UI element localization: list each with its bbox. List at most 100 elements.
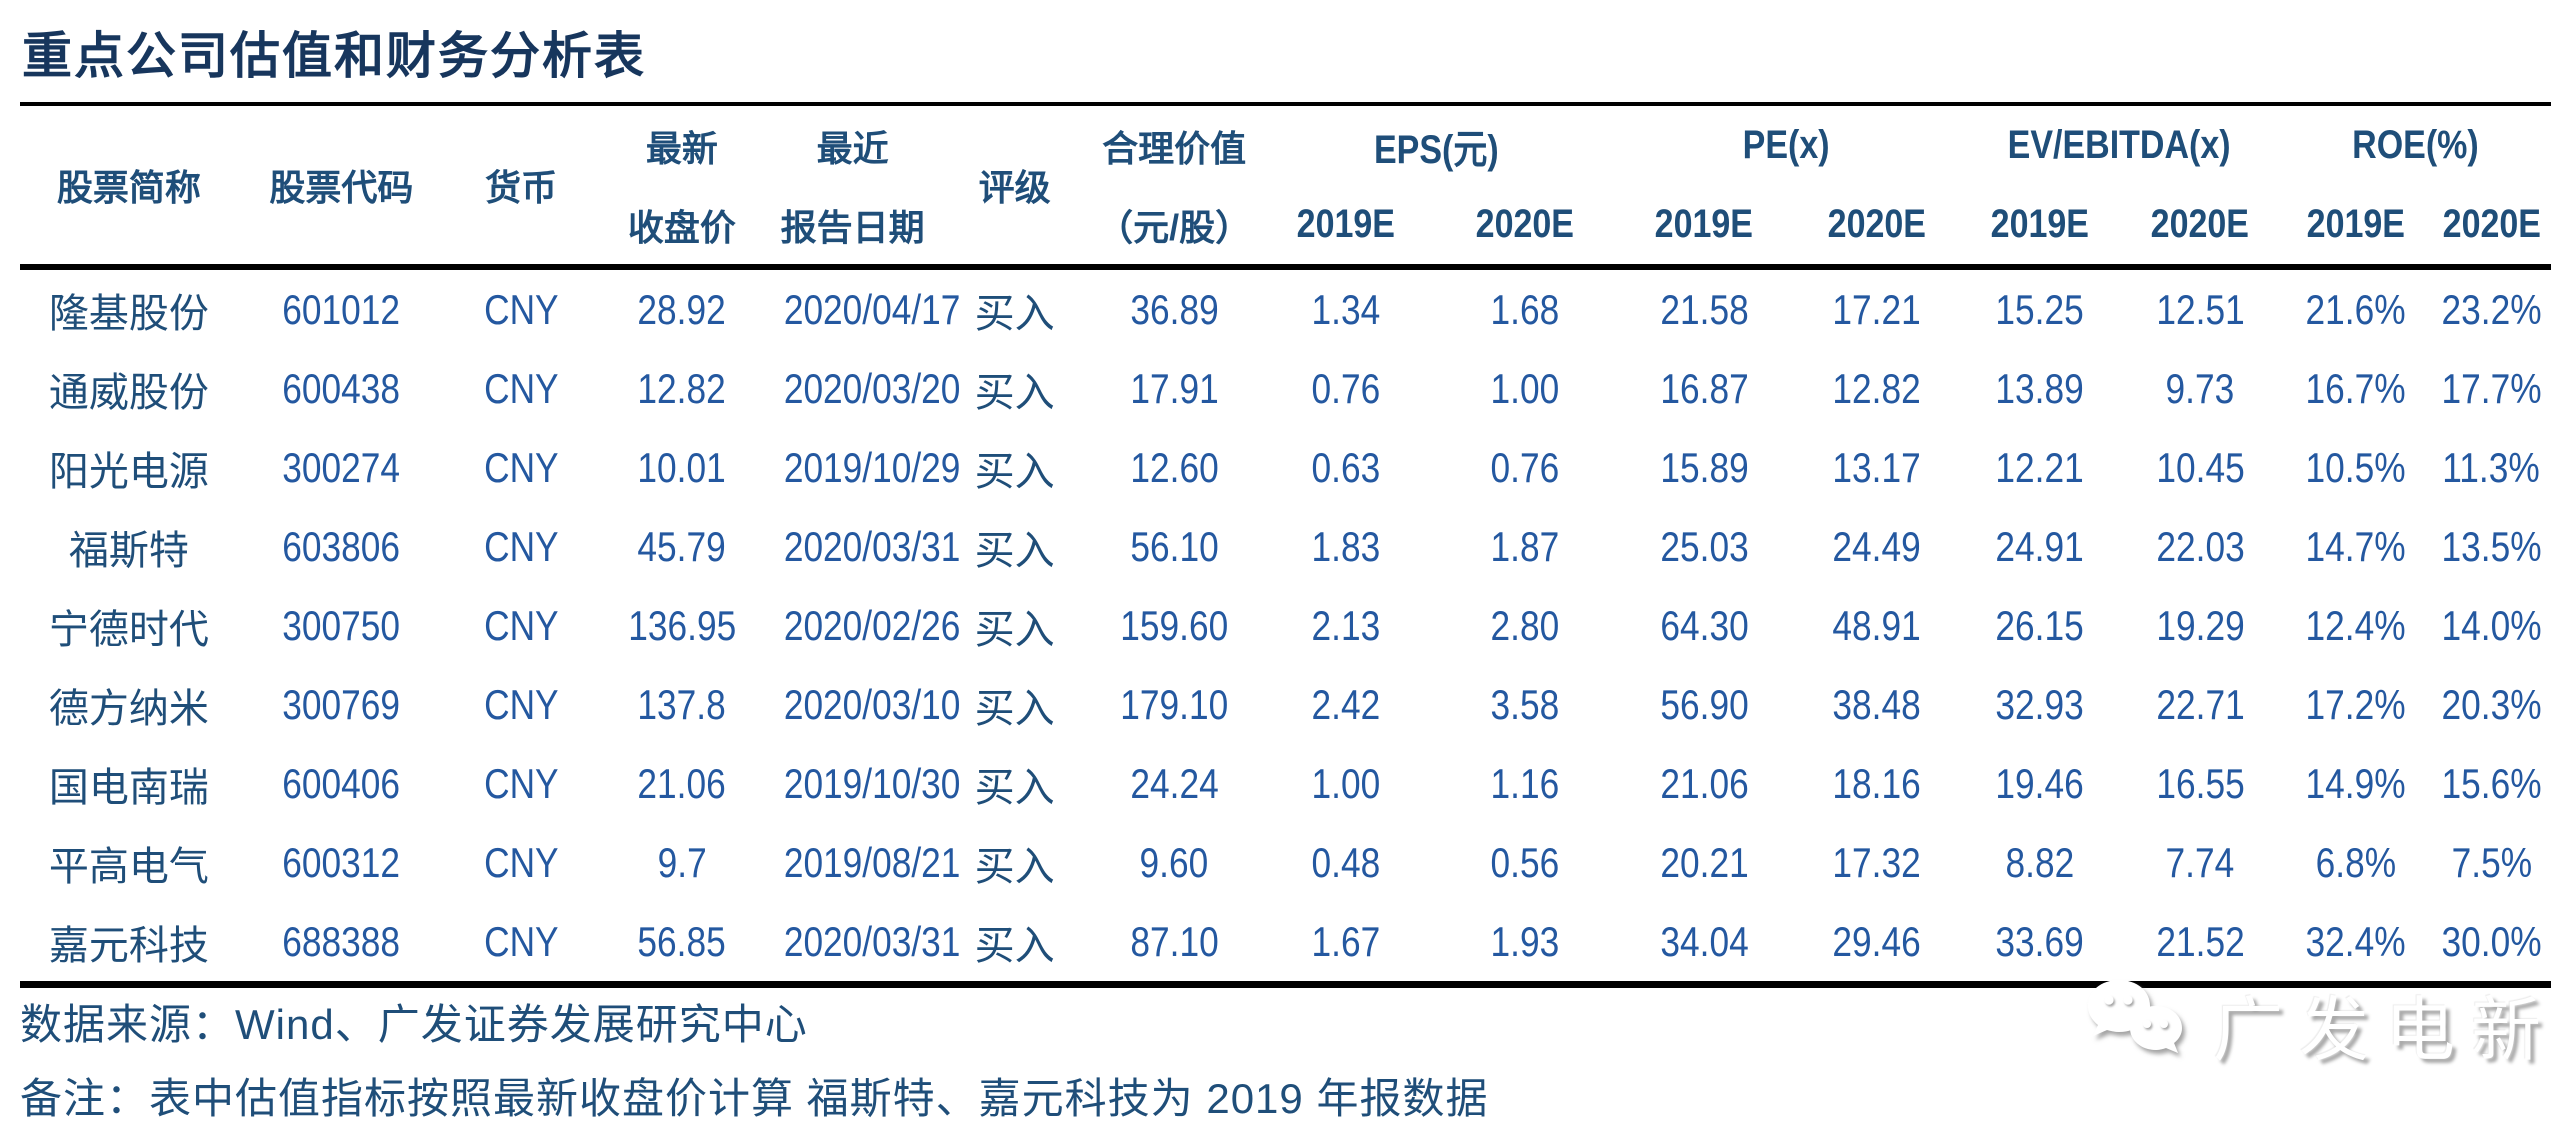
cell-pe-2019e: 21.58 [1614,267,1794,349]
cell-ev-ebitda-2019e-value: 12.21 [1995,443,2084,491]
cell-roe-2020e-value: 20.3% [2441,680,2542,728]
cell-eps-2020e-value: 1.68 [1490,285,1559,333]
col-header-pe-2019e-label: 2019E [1655,202,1754,246]
cell-currency-value: CNY [483,838,559,886]
cell-currency-value: CNY [483,601,559,649]
cell-ev-ebitda-2020e-value: 12.51 [2156,285,2245,333]
col-header-ev-ebitda-2019e: 2019E [1959,185,2121,267]
cell-latest-close: 137.8 [597,665,767,744]
col-header-roe-2020e: 2020E [2432,185,2551,267]
header-row-top: 股票简称 股票代码 货币 最新 最近 评级 合理价值 EPS(元) PE(x) … [20,106,2551,208]
cell-roe-2019e-value: 14.7% [2305,522,2406,570]
cell-latest-close-value: 136.95 [627,601,736,649]
col-header-latest-close-line2: 收盘价 [627,206,736,248]
cell-currency: CNY [445,744,597,823]
cell-eps-2020e: 1.00 [1435,349,1615,428]
cell-roe-2020e: 7.5% [2432,823,2551,902]
table-row: 德方纳米 300769 CNY 137.8 2020/03/10 买入 179.10 2.42… [20,665,2551,744]
cell-pe-2019e: 56.90 [1614,665,1794,744]
cell-latest-close: 28.92 [597,267,767,349]
cell-latest-close: 12.82 [597,349,767,428]
cell-eps-2019e-value: 0.63 [1311,443,1381,491]
cell-fair-value: 12.60 [1091,428,1258,507]
cell-ev-ebitda-2020e-value: 10.45 [2156,443,2245,491]
cell-stock-code: 300750 [238,586,446,665]
cell-fair-value-value: 17.91 [1129,364,1219,412]
cell-eps-2019e-value: 0.76 [1311,364,1381,412]
cell-report-date: 2020/03/31 [767,902,960,985]
cell-report-date-value: 2020/02/26 [783,601,961,649]
cell-stock-name-value: 隆基股份 [48,291,209,336]
col-header-stock-code-label: 股票代码 [269,167,414,208]
cell-eps-2019e: 0.48 [1258,823,1435,902]
cell-eps-2020e: 1.87 [1435,507,1615,586]
cell-eps-2019e-value: 0.48 [1311,838,1381,886]
cell-eps-2020e-value: 1.87 [1490,522,1559,570]
cell-latest-close-value: 12.82 [637,364,726,412]
col-header-currency-label: 货币 [485,167,558,208]
cell-stock-code-value: 600312 [282,838,401,886]
cell-stock-name-value: 国电南瑞 [48,765,209,810]
cell-stock-name: 嘉元科技 [20,902,238,985]
cell-currency-value: CNY [483,443,559,491]
cell-rating: 买入 [939,823,1091,902]
cell-pe-2019e: 34.04 [1614,902,1794,985]
cell-ev-ebitda-2020e: 21.52 [2121,902,2280,985]
cell-currency-value: CNY [483,364,559,412]
cell-stock-code: 300769 [238,665,446,744]
cell-pe-2019e-value: 21.58 [1660,285,1749,333]
cell-roe-2020e: 11.3% [2432,428,2551,507]
col-header-rating-label: 评级 [978,167,1051,208]
group-header-eps-label: EPS(元) [1373,127,1499,172]
data-source-line: 数据来源：Wind、广发证券发展研究中心 [20,1001,808,1048]
cell-latest-close: 9.7 [597,823,767,902]
cell-ev-ebitda-2019e-value: 8.82 [2005,838,2074,886]
cell-ev-ebitda-2020e: 22.03 [2121,507,2280,586]
cell-pe-2020e-value: 13.17 [1832,443,1921,491]
cell-stock-name: 宁德时代 [20,586,238,665]
cell-roe-2019e-value: 32.4% [2305,917,2406,965]
cell-ev-ebitda-2020e: 19.29 [2121,586,2280,665]
cell-latest-close: 136.95 [597,586,767,665]
cell-ev-ebitda-2019e-value: 26.15 [1995,601,2084,649]
cell-report-date: 2020/03/10 [767,665,960,744]
cell-rating: 买入 [939,744,1091,823]
cell-stock-code: 688388 [238,902,446,985]
cell-ev-ebitda-2019e-value: 33.69 [1995,917,2084,965]
group-header-roe-label: ROE(%) [2352,123,2479,167]
cell-stock-name-value: 阳光电源 [48,449,209,494]
cell-roe-2020e-value: 17.7% [2441,364,2542,412]
cell-currency-value: CNY [483,285,559,333]
cell-pe-2019e-value: 20.21 [1660,838,1749,886]
cell-stock-code-value: 601012 [282,285,401,333]
cell-roe-2020e: 30.0% [2432,902,2551,985]
col-header-report-date-line1: 最近 [816,127,889,169]
cell-report-date: 2020/03/31 [767,507,960,586]
table-body: 隆基股份 601012 CNY 28.92 2020/04/17 买入 36.89 1.34 1… [20,267,2551,985]
cell-latest-close-value: 56.85 [637,917,726,965]
cell-pe-2020e: 17.21 [1794,267,1959,349]
cell-fair-value-value: 24.24 [1129,759,1219,807]
cell-eps-2019e: 1.83 [1258,507,1435,586]
cell-rating-value: 买入 [974,370,1055,415]
cell-eps-2019e: 1.67 [1258,902,1435,985]
brand-watermark: 广发电新 [2081,972,2557,1077]
cell-ev-ebitda-2020e-value: 16.55 [2156,759,2245,807]
cell-pe-2020e: 24.49 [1794,507,1959,586]
cell-ev-ebitda-2019e: 12.21 [1959,428,2121,507]
cell-pe-2020e: 12.82 [1794,349,1959,428]
cell-roe-2019e: 17.2% [2280,665,2432,744]
group-header-ev-ebitda: EV/EBITDA(x) [1959,106,2280,185]
cell-fair-value-value: 9.60 [1139,838,1209,886]
col-header-report-date-top: 最近 [767,106,939,185]
cell-stock-code: 600406 [238,744,446,823]
cell-report-date-value: 2020/03/31 [783,522,961,570]
cell-currency: CNY [445,507,597,586]
cell-roe-2019e: 14.9% [2280,744,2432,823]
cell-stock-code-value: 600406 [282,759,401,807]
cell-eps-2019e-value: 1.83 [1311,522,1381,570]
cell-rating: 买入 [939,665,1091,744]
col-header-stock-name-label: 股票简称 [56,167,201,208]
cell-report-date: 2019/10/29 [767,428,960,507]
cell-eps-2019e-value: 1.00 [1311,759,1381,807]
